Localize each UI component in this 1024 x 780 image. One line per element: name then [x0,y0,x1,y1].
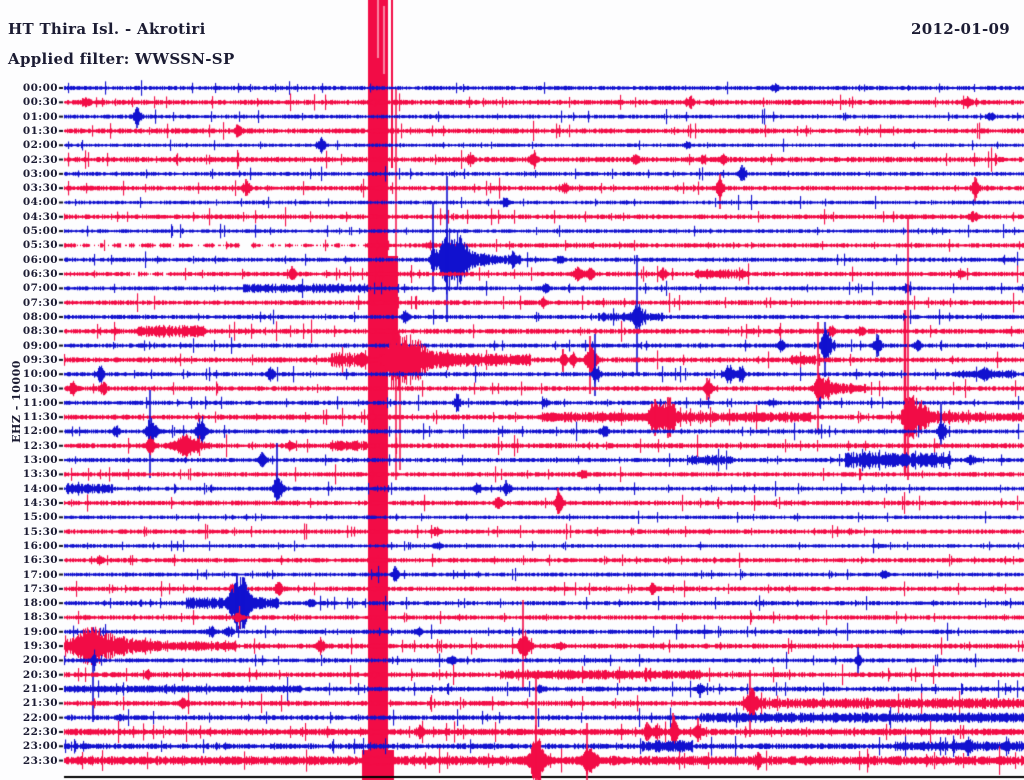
helicorder-screen: HT Thira Isl. - Akrotiri Applied filter:… [0,0,1024,780]
helicorder-canvas [0,0,1024,780]
